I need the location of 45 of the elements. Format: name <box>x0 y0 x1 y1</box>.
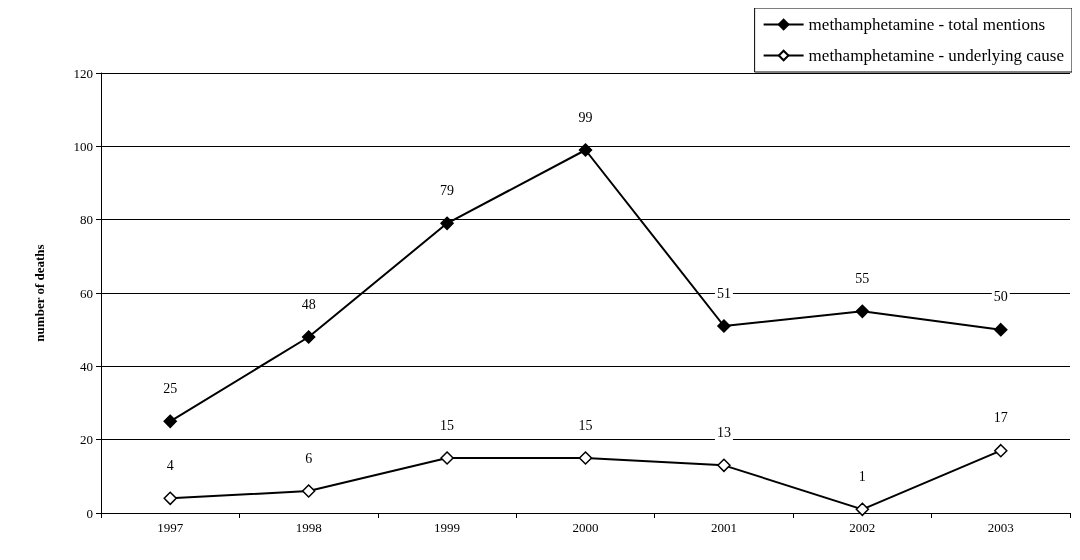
data-label: 79 <box>440 183 455 199</box>
point <box>994 443 1008 458</box>
point <box>855 502 870 517</box>
y-tick-label: 100 <box>73 138 93 154</box>
y-axis-title: number of deaths <box>32 244 47 342</box>
data-label: 13 <box>716 425 731 441</box>
point <box>855 304 870 319</box>
point <box>440 216 454 231</box>
x-tick-label: 2000 <box>572 520 599 535</box>
x-tick-label: 1997 <box>157 520 184 535</box>
point <box>578 451 593 465</box>
point <box>994 322 1008 337</box>
point <box>301 330 316 344</box>
data-label: 4 <box>166 458 174 474</box>
y-tick-label: 120 <box>73 65 93 81</box>
y-tick-label: 40 <box>80 358 93 374</box>
point <box>578 143 593 157</box>
point <box>301 484 316 498</box>
data-label: 25 <box>163 381 178 397</box>
y-tick-label: 20 <box>80 432 93 448</box>
data-label: 55 <box>855 271 870 287</box>
data-label: 51 <box>716 285 731 301</box>
x-tick-label: 2003 <box>987 520 1014 535</box>
y-tick-label: 0 <box>86 505 93 521</box>
point <box>717 319 731 333</box>
point <box>440 451 454 465</box>
data-label: 50 <box>993 289 1008 305</box>
data-label: 17 <box>993 410 1008 426</box>
x-tick-label: 2002 <box>849 520 876 535</box>
legend-label: methamphetamine - total mentions <box>808 15 1046 34</box>
data-label: 1 <box>858 469 866 485</box>
x-tick-label: 1999 <box>434 520 461 535</box>
legend-label: methamphetamine - underlying cause <box>808 46 1065 65</box>
x-tick-label: 2001 <box>710 520 737 535</box>
data-label: 99 <box>578 109 593 125</box>
point <box>163 491 177 506</box>
point <box>163 414 177 429</box>
y-tick-label: 80 <box>80 212 93 228</box>
data-label: 15 <box>578 417 593 433</box>
data-label: 6 <box>305 450 313 466</box>
x-tick-label: 1998 <box>295 520 322 535</box>
point <box>717 458 731 473</box>
data-label: 48 <box>301 296 316 312</box>
y-tick-label: 60 <box>80 285 93 301</box>
data-label: 15 <box>440 417 455 433</box>
